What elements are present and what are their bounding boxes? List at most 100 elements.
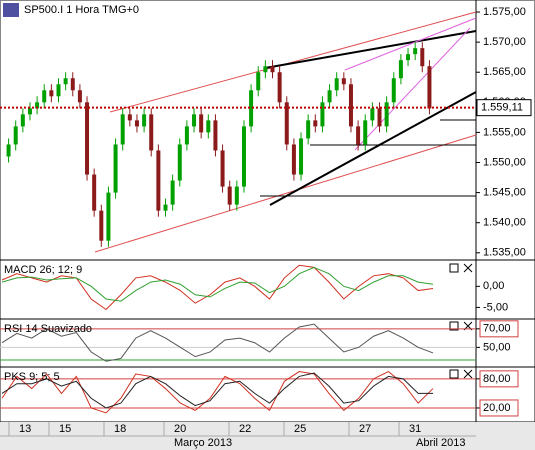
candle-body bbox=[370, 108, 375, 121]
candle-body bbox=[27, 108, 32, 115]
close-button[interactable] bbox=[463, 369, 473, 379]
trend-line bbox=[269, 91, 477, 206]
channel-line bbox=[94, 134, 477, 253]
panel-title: RSI 14 Suavizado bbox=[4, 323, 92, 335]
candle-body bbox=[70, 78, 75, 91]
maximize-button[interactable] bbox=[449, 369, 459, 379]
candle-body bbox=[20, 114, 25, 127]
y-tick-label: 50,00 bbox=[483, 341, 511, 353]
candle-body bbox=[327, 90, 332, 103]
candle-body bbox=[35, 102, 40, 109]
candle-body bbox=[299, 138, 304, 175]
candle-body bbox=[356, 126, 361, 145]
candle-body bbox=[177, 144, 182, 181]
y-tick-label: 1.540,00 bbox=[483, 217, 526, 229]
candle-body bbox=[184, 126, 189, 145]
candle-body bbox=[6, 144, 11, 157]
candle-body bbox=[120, 114, 125, 145]
candle-body bbox=[163, 204, 168, 211]
candle-body bbox=[277, 72, 282, 103]
candle-body bbox=[363, 120, 368, 145]
x-tick-label: 13 bbox=[19, 423, 31, 435]
indicator-line bbox=[1, 266, 434, 302]
candle-body bbox=[348, 84, 353, 127]
y-tick-label: -5,00 bbox=[483, 301, 508, 313]
y-tick-label: 1.575,00 bbox=[483, 6, 526, 18]
indicator-line bbox=[1, 370, 434, 414]
y-tick-label: 1.555,00 bbox=[483, 126, 526, 138]
candle-body bbox=[313, 120, 318, 127]
candle-body bbox=[63, 78, 68, 85]
candle-body bbox=[156, 150, 161, 211]
y-tick-label: 1.550,00 bbox=[483, 156, 526, 168]
candle-body bbox=[106, 192, 111, 241]
y-tick-label: 20,00 bbox=[483, 402, 511, 414]
candle-body bbox=[142, 114, 147, 127]
candle-body bbox=[427, 66, 432, 109]
panel-title: MACD 26; 12; 9 bbox=[4, 264, 82, 276]
x-tick-label: 22 bbox=[239, 423, 251, 435]
candle-body bbox=[334, 78, 339, 91]
candle-body bbox=[398, 60, 403, 79]
close-button[interactable] bbox=[463, 263, 473, 273]
candle-body bbox=[234, 186, 239, 205]
indicator-line bbox=[1, 323, 434, 362]
month-label: Abril 2013 bbox=[416, 437, 466, 449]
x-tick-label: 18 bbox=[114, 423, 126, 435]
candle-body bbox=[256, 72, 261, 91]
candle-body bbox=[384, 102, 389, 127]
symbol-icon[interactable] bbox=[3, 3, 19, 17]
y-tick-label: 80,00 bbox=[483, 373, 511, 385]
x-tick-label: 27 bbox=[359, 423, 371, 435]
tick-box bbox=[479, 370, 519, 388]
trend-line bbox=[344, 17, 477, 71]
channel-line bbox=[109, 11, 477, 113]
candle-body bbox=[241, 126, 246, 187]
candle-body bbox=[270, 66, 275, 73]
y-tick-label: 1.570,00 bbox=[483, 36, 526, 48]
last-price-label: 1.559,11 bbox=[481, 102, 523, 114]
candle-body bbox=[220, 150, 225, 187]
y-tick-label: 1.565,00 bbox=[483, 66, 526, 78]
indicator-line bbox=[1, 372, 433, 409]
x-tick-label: 15 bbox=[59, 423, 71, 435]
candle-body bbox=[227, 186, 232, 205]
candle-body bbox=[391, 78, 396, 103]
candle-body bbox=[127, 114, 132, 121]
x-tick-label: 20 bbox=[174, 423, 186, 435]
drawings bbox=[94, 11, 477, 253]
candle-body bbox=[149, 114, 154, 151]
tick-box bbox=[479, 399, 519, 417]
candle-body bbox=[56, 84, 61, 97]
candle-body bbox=[406, 54, 411, 61]
maximize-button[interactable] bbox=[449, 263, 459, 273]
candle-body bbox=[192, 114, 197, 127]
month-label: Março 2013 bbox=[174, 437, 232, 449]
candle-body bbox=[49, 90, 54, 97]
candle-body bbox=[377, 108, 382, 127]
candle-body bbox=[85, 102, 90, 175]
candle-body bbox=[92, 174, 97, 211]
y-tick-label: 0,00 bbox=[483, 280, 504, 292]
candle-body bbox=[249, 90, 254, 127]
candle-body bbox=[213, 120, 218, 151]
candle-body bbox=[420, 48, 425, 67]
candle-body bbox=[206, 120, 211, 133]
candle-body bbox=[113, 144, 118, 193]
candle-body bbox=[77, 90, 82, 103]
trend-line bbox=[354, 27, 471, 151]
last-price-box bbox=[476, 99, 532, 117]
candle-body bbox=[199, 114, 204, 133]
candle-body bbox=[134, 120, 139, 127]
candle-body bbox=[42, 90, 47, 103]
candle-body bbox=[263, 66, 268, 73]
candle-body bbox=[284, 102, 289, 145]
candle-body bbox=[291, 144, 296, 175]
x-tick-label: 25 bbox=[294, 423, 306, 435]
y-tick-label: 70,00 bbox=[483, 323, 511, 335]
panel-title: PKS 9; 5; 5 bbox=[4, 371, 60, 383]
maximize-button[interactable] bbox=[449, 321, 459, 331]
